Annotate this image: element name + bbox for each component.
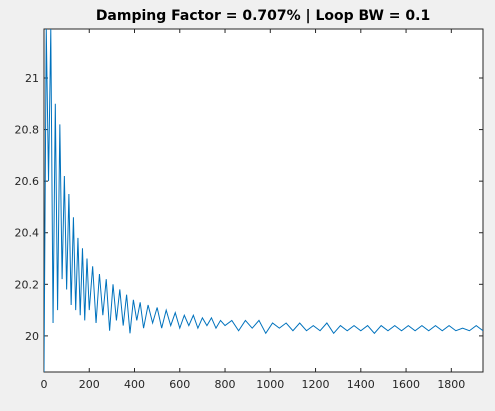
y-tick-label: 20.2 — [15, 278, 40, 291]
y-tick-label: 20 — [25, 330, 39, 343]
y-tick-label: 20.4 — [15, 227, 40, 240]
x-tick-label: 1400 — [347, 378, 375, 391]
y-axis: 20 20.2 20.4 20.6 20.8 21 — [15, 72, 483, 343]
series-line-1 — [44, 29, 483, 372]
x-tick-label: 1200 — [302, 378, 330, 391]
y-tick-label: 20.8 — [15, 124, 40, 137]
x-tick-label: 200 — [79, 378, 100, 391]
x-tick-label: 1600 — [392, 378, 420, 391]
x-tick-label: 400 — [124, 378, 145, 391]
x-tick-label: 0 — [41, 378, 48, 391]
chart-title: Damping Factor = 0.707% | Loop BW = 0.1 — [96, 8, 430, 24]
x-tick-label: 800 — [215, 378, 236, 391]
y-tick-label: 20.6 — [15, 175, 40, 188]
plot-area — [43, 28, 484, 373]
y-tick-label: 21 — [25, 72, 39, 85]
series-layer — [44, 29, 483, 372]
x-tick-label: 1000 — [256, 378, 284, 391]
x-tick-label: 1800 — [437, 378, 465, 391]
x-tick-label: 600 — [169, 378, 190, 391]
